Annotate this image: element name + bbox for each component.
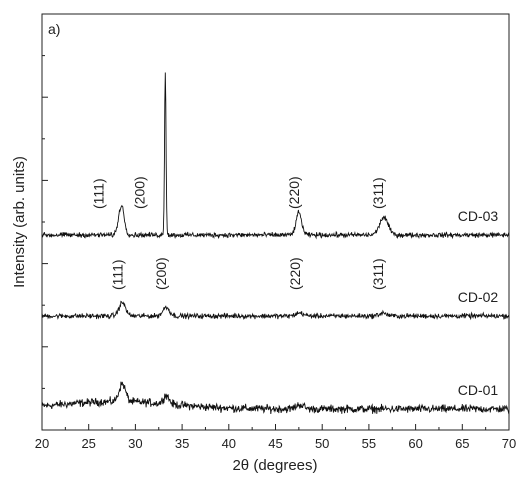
series-label: CD-01	[458, 382, 499, 398]
x-tick-label: 45	[268, 436, 282, 451]
hkl-label: (111)	[109, 259, 125, 290]
x-tick-label: 70	[502, 436, 516, 451]
annotation-group: CD-01 CD-02 (111) (200) (220) (311) CD-03 (111)…	[91, 176, 499, 398]
series-trace-cd-03	[41, 72, 510, 240]
x-tick-label: 60	[408, 436, 422, 451]
hkl-label: (200)	[132, 176, 148, 209]
series-label: CD-02	[458, 289, 499, 305]
hkl-label: (311)	[370, 258, 386, 290]
hkl-label: (111)	[91, 178, 107, 209]
y-axis-title: Intensity (arb. units)	[11, 156, 28, 288]
y-axis	[42, 13, 48, 431]
x-tick-label: 55	[362, 436, 376, 451]
series-label: CD-03	[458, 208, 499, 224]
plot-frame	[41, 13, 510, 431]
series-trace-cd-01	[41, 381, 510, 415]
x-tick-label: 50	[315, 436, 329, 451]
panel-label: a)	[48, 21, 60, 37]
hkl-label: (200)	[153, 257, 169, 290]
hkl-label: (220)	[286, 176, 302, 209]
x-tick-label: 40	[222, 436, 236, 451]
x-axis-title: 2θ (degrees)	[232, 457, 317, 474]
hkl-label: (220)	[287, 257, 303, 290]
x-tick-label: 35	[175, 436, 189, 451]
series-trace-cd-02	[41, 300, 510, 321]
x-tick-label: 25	[81, 436, 95, 451]
x-axis: 20 25 30 35 40 45 50 55 60 65 70	[35, 424, 516, 451]
series-group	[41, 72, 510, 415]
x-tick-label: 20	[35, 436, 49, 451]
x-tick-label: 65	[455, 436, 469, 451]
hkl-label: (311)	[370, 177, 386, 209]
x-tick-label: 30	[128, 436, 142, 451]
